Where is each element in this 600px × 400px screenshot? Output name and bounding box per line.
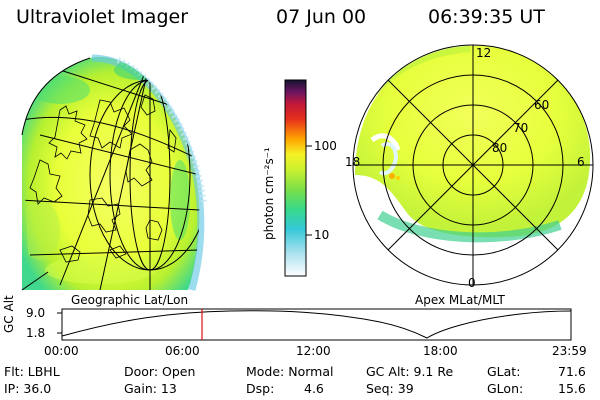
time-tick-0600: 06:00: [165, 344, 200, 358]
altitude-tick-9: 9.0: [26, 306, 46, 320]
disc-edge-left: [21, 57, 91, 136]
time-tick-0000: 00:00: [44, 344, 79, 358]
altitude-axis-label: GC Alt: [2, 295, 16, 333]
date-label: 07 Jun 00: [276, 6, 367, 28]
glat-value: 71.6: [558, 364, 586, 379]
lat-label-60: 60: [534, 98, 550, 112]
ip-label: IP: 36.0: [4, 381, 52, 396]
geographic-panel-label: Geographic Lat/Lon: [71, 293, 189, 307]
apex-panel-label: Apex MLat/MLT: [415, 293, 505, 307]
gc-alt-label: GC Alt: 9.1 Re: [366, 364, 454, 379]
mlt-label-18: 18: [345, 155, 361, 169]
altitude-curve: [61, 310, 572, 339]
time-tick-1200: 12:00: [296, 344, 331, 358]
seq-label: Seq: 39: [366, 381, 414, 396]
meridian-diag-2: [387, 79, 559, 251]
glat-label: GLat:: [487, 364, 521, 379]
colorbar-tick-100: 100: [314, 139, 337, 153]
mode-label: Mode: Normal: [246, 364, 334, 379]
coastlines: [29, 94, 177, 263]
mlt-label-12: 12: [476, 46, 492, 60]
lat-label-80: 80: [492, 141, 508, 155]
time-tick-1800: 18:00: [423, 344, 458, 358]
mlt-label-6: 6: [577, 155, 585, 169]
disc-edge-bottom: [21, 271, 49, 291]
dsp-label: Dsp:: [246, 381, 275, 396]
door-label: Door: Open: [124, 364, 196, 379]
app-title: Ultraviolet Imager: [16, 6, 189, 28]
earth-disc: [22, 57, 200, 291]
time-label: 06:39:35 UT: [428, 6, 545, 28]
time-tick-2359: 23:59: [552, 344, 587, 358]
altitude-tick-1-8: 1.8: [26, 326, 46, 340]
lat-label-70: 70: [513, 121, 529, 135]
gain-label: Gain: 13: [124, 381, 177, 396]
filter-label: Flt: LBHL: [4, 364, 60, 379]
mlt-label-0: 0: [468, 276, 476, 290]
dsp-value: 4.6: [304, 381, 324, 396]
glon-label: GLon:: [487, 381, 524, 396]
glon-value: 15.6: [558, 381, 586, 396]
colorbar-tick-10: 10: [314, 228, 330, 242]
